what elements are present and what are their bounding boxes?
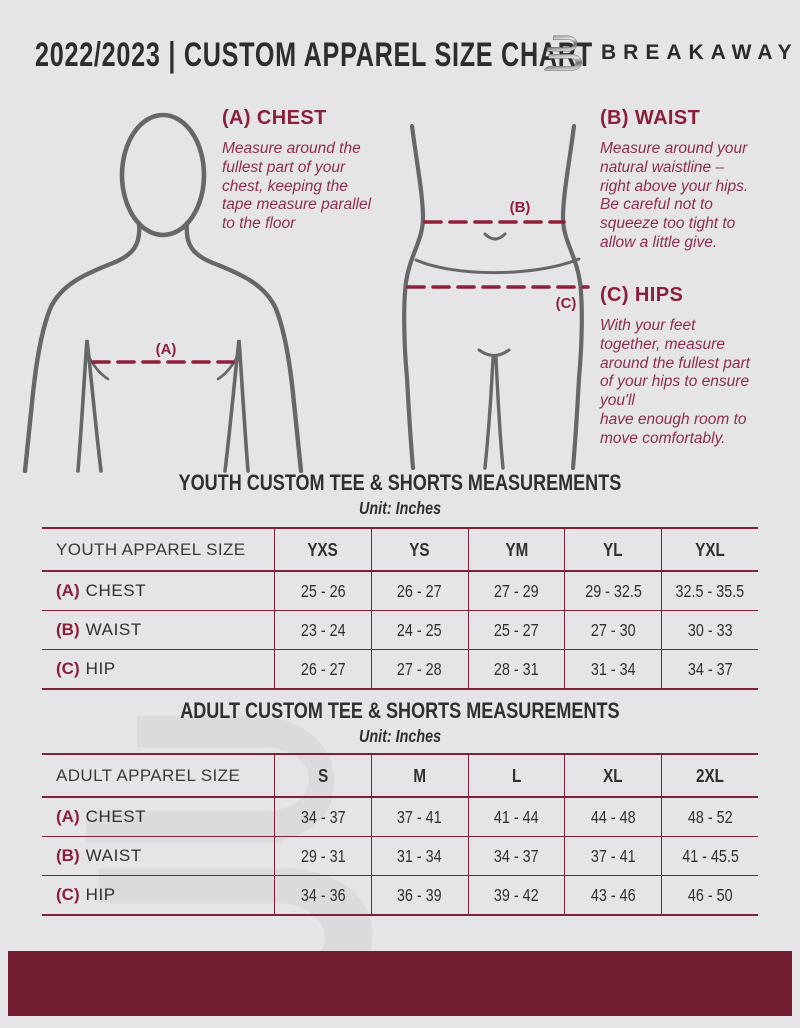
measurement-value-cell: 25 - 26 [274,572,371,610]
row-marker: (B) [56,846,80,865]
measurement-value-cell: 27 - 30 [564,611,661,649]
waist-heading: (B) WAIST [600,107,701,129]
measurement-value-cell: 27 - 29 [467,572,565,610]
measurement-value-cell: 34 - 37 [467,837,565,875]
measurement-value-cell: 43 - 46 [564,876,661,914]
table-header-row: ADULT APPAREL SIZE S M L XL 2XL [42,755,758,798]
brand-logo: BREAKAWAY [541,24,799,82]
measurement-value-cell: 26 - 27 [370,572,468,610]
table-row: (A) CHEST 25 - 26 26 - 27 27 - 29 29 - 32.5 32… [42,572,758,610]
row-marker: (B) [56,620,80,639]
measurement-value-cell: 32.5 - 35.5 [661,572,758,610]
measurement-value-cell: 46 - 50 [661,876,758,914]
chest-heading: (A) CHEST [222,107,327,129]
size-column-header: YS [370,529,468,570]
head-outline [119,112,207,238]
row-marker: (C) [56,659,80,678]
measurement-value-cell: 44 - 48 [564,798,661,836]
row-label: HIP [85,659,116,678]
table-row: (B) WAIST 29 - 31 31 - 34 34 - 37 37 - 41 41 -… [42,836,758,875]
table-row: (C) HIP 34 - 36 36 - 39 39 - 42 43 - 46 46 - 5… [42,875,758,914]
size-column-header: M [370,755,468,796]
size-column-header: YXS [274,529,371,570]
measurement-label-cell: (A) CHEST [42,572,274,610]
row-label: CHEST [85,807,147,826]
waist-instructions: Measure around your natural waistline – … [600,140,749,251]
measurement-label-cell: (B) WAIST [42,611,274,649]
row-marker: (A) [56,581,80,600]
measurement-value-cell: 23 - 24 [274,611,371,649]
size-label-header: YOUTH APPAREL SIZE [56,539,246,559]
measurement-value-cell: 26 - 27 [274,650,371,688]
measurement-value-cell: 31 - 34 [370,837,468,875]
measurement-value-cell: 41 - 45.5 [661,837,758,875]
navel-mark [483,232,507,241]
table-row: (C) HIP 26 - 27 27 - 28 28 - 31 31 - 34 34 - 3… [42,649,758,688]
table-header-row: YOUTH APPAREL SIZE YXS YS YM YL YXL [42,529,758,572]
size-label-header: ADULT APPAREL SIZE [56,765,241,785]
measurement-value-cell: 41 - 44 [467,798,565,836]
youth-size-table: YOUTH APPAREL SIZE YXS YS YM YL YXL (A) CHEST 25… [42,527,758,690]
measurement-value-cell: 27 - 28 [370,650,468,688]
measurement-label-cell: (A) CHEST [42,798,274,836]
measurement-value-cell: 24 - 25 [370,611,468,649]
measurement-value-cell: 37 - 41 [370,798,468,836]
measurement-value-cell: 29 - 31 [274,837,371,875]
measurement-label-cell: (C) HIP [42,876,274,914]
size-column-header: S [274,755,371,796]
row-label: WAIST [85,846,142,865]
table-row: (A) CHEST 34 - 37 37 - 41 41 - 44 44 - 48 48 -… [42,798,758,836]
torso-chest-illustration: (A) [22,112,304,473]
measurement-value-cell: 37 - 41 [564,837,661,875]
adult-table-title: ADULT CUSTOM TEE & SHORTS MEASUREMENTS [180,698,620,723]
size-column-header: XL [564,755,661,796]
measurement-value-cell: 28 - 31 [467,650,565,688]
measurement-value-cell: 48 - 52 [661,798,758,836]
chest-marker-label: (A) [156,341,177,358]
page-title: 2022/2023 | CUSTOM APPAREL SIZE CHART [35,36,593,74]
waist-hips-illustration: (B) (C) [402,123,590,470]
footer-bar [8,951,792,1016]
measurement-value-cell: 25 - 27 [467,611,565,649]
watermark-b-icon [61,715,373,1002]
chest-instructions: Measure around the fullest part of your … [222,140,372,233]
measurement-value-cell: 39 - 42 [467,876,565,914]
measurement-value-cell: 34 - 37 [274,798,371,836]
waist-marker-label: (B) [510,199,531,216]
row-marker: (C) [56,885,80,904]
measurement-value-cell: 29 - 32.5 [564,572,661,610]
table-row: (B) WAIST 23 - 24 24 - 25 25 - 27 27 - 30 30 -… [42,610,758,649]
measurement-value-cell: 30 - 33 [661,611,758,649]
youth-table-title: YOUTH CUSTOM TEE & SHORTS MEASUREMENTS [178,470,622,495]
row-marker: (A) [56,807,80,826]
hips-heading: (C) HIPS [600,284,684,306]
hips-marker-label: (C) [556,295,577,312]
measurement-value-cell: 34 - 37 [661,650,758,688]
hips-instructions: With your feet together, measure around … [600,317,750,447]
measurement-label-cell: (C) HIP [42,650,274,688]
breakaway-b-icon [544,35,582,71]
row-label: WAIST [85,620,142,639]
youth-table-unit: Unit: Inches [358,498,442,518]
adult-table-unit: Unit: Inches [358,726,442,746]
size-column-header: L [467,755,565,796]
measurement-label-cell: (B) WAIST [42,837,274,875]
size-column-header: YL [564,529,661,570]
row-label: HIP [85,885,116,904]
measurement-value-cell: 31 - 34 [564,650,661,688]
adult-size-table: ADULT APPAREL SIZE S M L XL 2XL (A) CHEST 34 - 3… [42,753,758,916]
brand-name: BREAKAWAY [601,41,799,64]
measurement-value-cell: 34 - 36 [274,876,371,914]
size-column-header: YM [467,529,565,570]
measurement-value-cell: 36 - 39 [370,876,468,914]
row-label: CHEST [85,581,147,600]
size-column-header: 2XL [661,755,758,796]
size-column-header: YXL [661,529,758,570]
